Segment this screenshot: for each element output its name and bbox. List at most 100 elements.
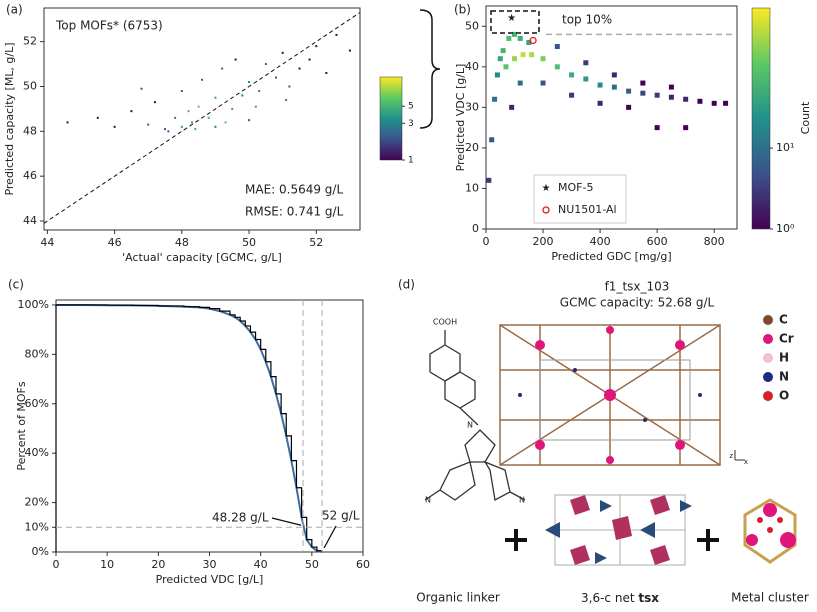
structure-drawing [419,9,797,566]
point [130,110,133,113]
point [512,31,518,37]
element-label: H [779,351,789,365]
y-tick-label: 50 [23,79,37,92]
point [494,72,500,78]
x-axis-label: Predicted GDC [mg/g] [551,250,671,263]
chart-title: Top MOFs* (6753) [55,19,163,33]
x-tick-label: 44 [40,236,54,249]
step-line [55,304,323,552]
x-tick-label: 400 [590,235,611,248]
y-tick-label: 52 [23,35,37,48]
panel-label: (c) [8,278,24,292]
point [526,39,532,45]
point [611,72,617,78]
point [224,121,227,124]
x-tick-label: 50 [242,236,256,249]
y-tick-label: 10% [25,520,49,533]
y-tick-label: 20 [465,141,479,154]
point [197,105,200,108]
point [492,96,498,102]
point [569,72,575,78]
point [231,107,234,110]
element-label: O [779,389,789,403]
y-tick-label: 48 [23,124,37,137]
point [583,76,589,82]
point [486,177,492,183]
x-tick-label: 200 [533,235,554,248]
point [583,60,589,66]
x-tick-label: 46 [108,236,122,249]
point [254,105,257,108]
marker [542,206,550,214]
x-tick-label: 0 [53,558,60,571]
point [654,125,660,131]
legend-box [533,174,627,224]
point [529,52,535,58]
colorbar-tick-label: 10⁰ [776,222,795,235]
point [325,72,328,75]
point [113,125,116,128]
y-tick-label: 44 [23,214,37,227]
point [626,88,632,94]
y-tick-label: 46 [23,169,37,182]
axis-label: z [729,452,733,460]
point [626,104,632,110]
point [281,51,284,54]
x-tick-label: 800 [704,235,725,248]
panel-label: (b) [454,3,471,17]
point [147,123,150,126]
panel-label: (d) [398,278,415,292]
point [569,92,575,98]
y-axis-label: Predicted capacity [ML, g/L] [3,42,16,195]
point [153,101,156,104]
plot-frame [55,299,364,553]
y-tick-label: 0 [472,222,479,235]
marker [529,36,537,45]
y-tick-label: 80% [25,347,49,360]
point [500,48,506,54]
y-axis-label: Predicted VDC [g/L] [454,64,467,172]
point [554,64,560,70]
point [597,100,603,106]
point [96,116,99,119]
point [697,98,703,104]
element-swatch [763,353,773,363]
point [654,92,660,98]
point [611,84,617,90]
y-tick-label: 20% [25,496,49,509]
point [308,58,311,61]
point [258,89,261,92]
point [285,98,288,101]
colorbar-tick-label: 1 [408,156,414,166]
point [248,81,251,83]
x-tick-label: 40 [254,558,268,571]
element-swatch [763,372,773,382]
structure-subtitle: GCMC capacity: 52.68 g/L [560,296,715,310]
structure-title: f1_tsx_103 [605,280,670,294]
point [174,116,177,119]
point [597,82,603,88]
highlight-box [490,10,540,34]
x-axis-label: 'Actual' capacity [GCMC, g/L] [122,251,282,264]
point [517,80,523,86]
x-tick-label: 20 [151,558,165,571]
y-tick-label: 10 [465,181,479,194]
panel-label: (a) [6,3,23,17]
legend-label: NU1501-Al [558,203,617,216]
point [298,67,301,70]
y-tick-label: 50 [465,19,479,32]
colorbar-tick-label: 10¹ [776,141,794,154]
element-swatch [763,315,773,325]
caption: Organic linker [416,591,500,605]
point [506,35,512,41]
point [683,96,689,102]
annotation: 52 g/L [322,509,360,523]
point [180,125,183,128]
x-tick-label: 0 [483,235,490,248]
legend-label: MOF-5 [558,181,593,194]
point [503,64,509,70]
axis-label: x [744,458,748,466]
point [241,94,244,97]
x-tick-label: 52 [309,236,323,249]
